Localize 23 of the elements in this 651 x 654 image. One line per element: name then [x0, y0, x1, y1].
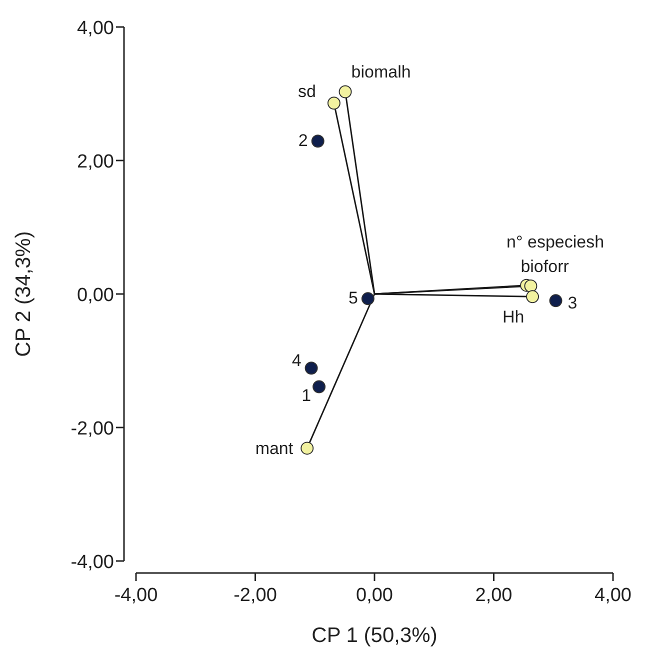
y-tick-label: 4,00 [77, 18, 114, 39]
y-tick-label: 0,00 [77, 285, 114, 306]
annotation: 1 [302, 386, 312, 405]
annotation: 5 [348, 288, 358, 308]
y-tick-label: -2,00 [70, 418, 114, 440]
annotation: mant [255, 439, 294, 458]
annotation: biomalh [351, 62, 411, 82]
x-tick-label: -4,00 [114, 585, 158, 606]
y-axis-title: CP 2 (34,3%) [12, 231, 35, 357]
x-tick-label: 0,00 [356, 585, 393, 606]
annotation: 3 [568, 294, 578, 313]
x-tick-label: -2,00 [234, 585, 277, 606]
x-tick-label: 2,00 [475, 585, 512, 606]
y-tick-label: -4,00 [70, 552, 114, 573]
annotation: 4 [292, 351, 302, 370]
x-tick-label: 4,00 [594, 585, 632, 606]
x-axis-title: CP 1 (50,3%) [312, 624, 438, 647]
annotation: 2 [298, 131, 308, 150]
y-tick-label: 2,00 [77, 152, 114, 172]
annotation: sd [298, 82, 316, 102]
annotation: bioforr [520, 256, 570, 276]
annotation: Hh [502, 308, 524, 327]
annotation: n° especiesh [506, 232, 604, 252]
